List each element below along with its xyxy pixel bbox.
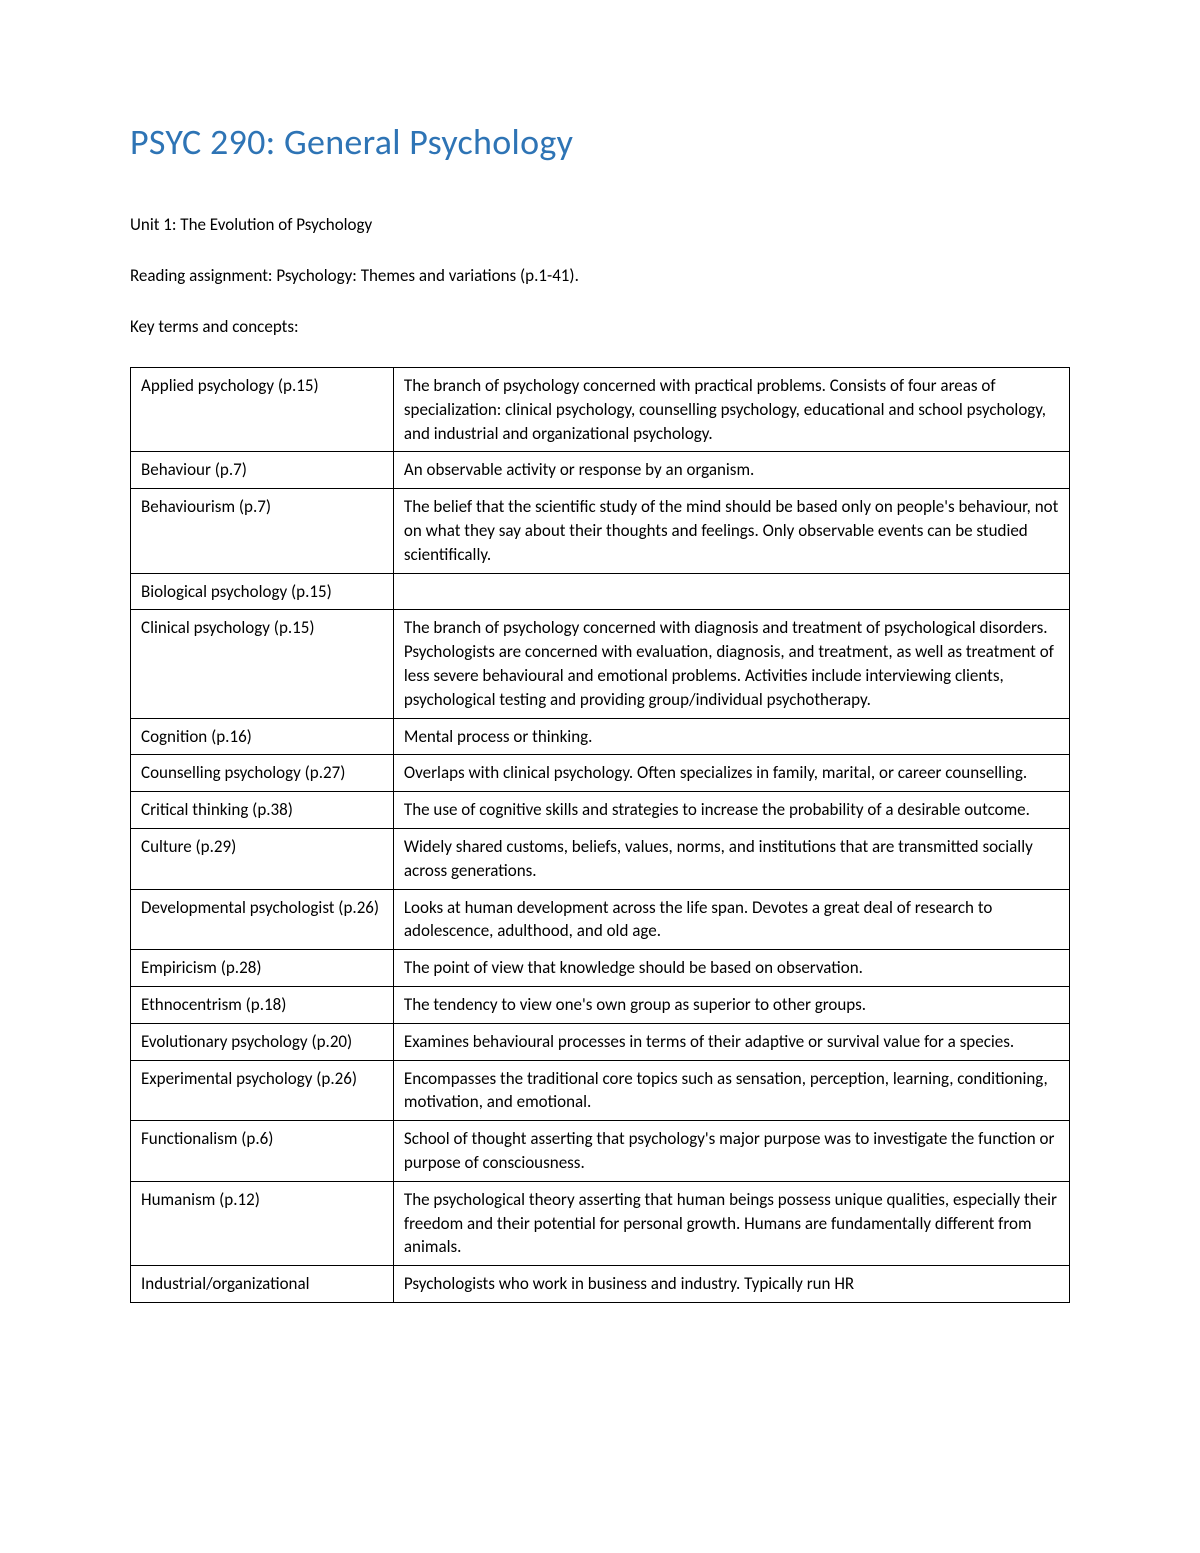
key-terms-heading: Key terms and concepts: [130,316,1070,337]
term-cell: Cognition (p.16) [131,718,394,755]
table-row: Clinical psychology (p.15) The branch of… [131,610,1070,718]
table-row: Cognition (p.16) Mental process or think… [131,718,1070,755]
table-row: Biological psychology (p.15) [131,573,1070,610]
table-row: Behaviour (p.7) An observable activity o… [131,452,1070,489]
glossary-table: Applied psychology (p.15) The branch of … [130,367,1070,1303]
definition-cell: School of thought asserting that psychol… [393,1121,1069,1182]
term-cell: Applied psychology (p.15) [131,368,394,452]
table-row: Experimental psychology (p.26) Encompass… [131,1060,1070,1121]
table-row: Ethnocentrism (p.18) The tendency to vie… [131,986,1070,1023]
definition-cell: Overlaps with clinical psychology. Often… [393,755,1069,792]
term-cell: Critical thinking (p.38) [131,792,394,829]
term-cell: Functionalism (p.6) [131,1121,394,1182]
term-cell: Experimental psychology (p.26) [131,1060,394,1121]
definition-cell: Widely shared customs, beliefs, values, … [393,828,1069,889]
definition-cell: The tendency to view one's own group as … [393,986,1069,1023]
glossary-table-body: Applied psychology (p.15) The branch of … [131,368,1070,1303]
table-row: Functionalism (p.6) School of thought as… [131,1121,1070,1182]
definition-cell: Examines behavioural processes in terms … [393,1023,1069,1060]
term-cell: Biological psychology (p.15) [131,573,394,610]
term-cell: Developmental psychologist (p.26) [131,889,394,950]
definition-cell: Mental process or thinking. [393,718,1069,755]
term-cell: Clinical psychology (p.15) [131,610,394,718]
definition-cell: The branch of psychology concerned with … [393,368,1069,452]
definition-cell [393,573,1069,610]
definition-cell: The branch of psychology concerned with … [393,610,1069,718]
unit-heading: Unit 1: The Evolution of Psychology [130,214,1070,235]
table-row: Counselling psychology (p.27) Overlaps w… [131,755,1070,792]
definition-cell: Psychologists who work in business and i… [393,1266,1069,1303]
definition-cell: The point of view that knowledge should … [393,950,1069,987]
term-cell: Counselling psychology (p.27) [131,755,394,792]
table-row: Evolutionary psychology (p.20) Examines … [131,1023,1070,1060]
table-row: Behaviourism (p.7) The belief that the s… [131,489,1070,573]
reading-assignment: Reading assignment: Psychology: Themes a… [130,265,1070,286]
table-row: Empiricism (p.28) The point of view that… [131,950,1070,987]
term-cell: Ethnocentrism (p.18) [131,986,394,1023]
definition-cell: An observable activity or response by an… [393,452,1069,489]
term-cell: Culture (p.29) [131,828,394,889]
term-cell: Humanism (p.12) [131,1181,394,1265]
definition-cell: Looks at human development across the li… [393,889,1069,950]
table-row: Culture (p.29) Widely shared customs, be… [131,828,1070,889]
table-row: Developmental psychologist (p.26) Looks … [131,889,1070,950]
term-cell: Behaviourism (p.7) [131,489,394,573]
page-title: PSYC 290: General Psychology [130,120,1070,164]
definition-cell: Encompasses the traditional core topics … [393,1060,1069,1121]
definition-cell: The belief that the scientific study of … [393,489,1069,573]
table-row: Humanism (p.12) The psychological theory… [131,1181,1070,1265]
table-row: Critical thinking (p.38) The use of cogn… [131,792,1070,829]
table-row: Applied psychology (p.15) The branch of … [131,368,1070,452]
term-cell: Empiricism (p.28) [131,950,394,987]
term-cell: Behaviour (p.7) [131,452,394,489]
definition-cell: The use of cognitive skills and strategi… [393,792,1069,829]
term-cell: Evolutionary psychology (p.20) [131,1023,394,1060]
definition-cell: The psychological theory asserting that … [393,1181,1069,1265]
table-row: Industrial/organizational Psychologists … [131,1266,1070,1303]
term-cell: Industrial/organizational [131,1266,394,1303]
